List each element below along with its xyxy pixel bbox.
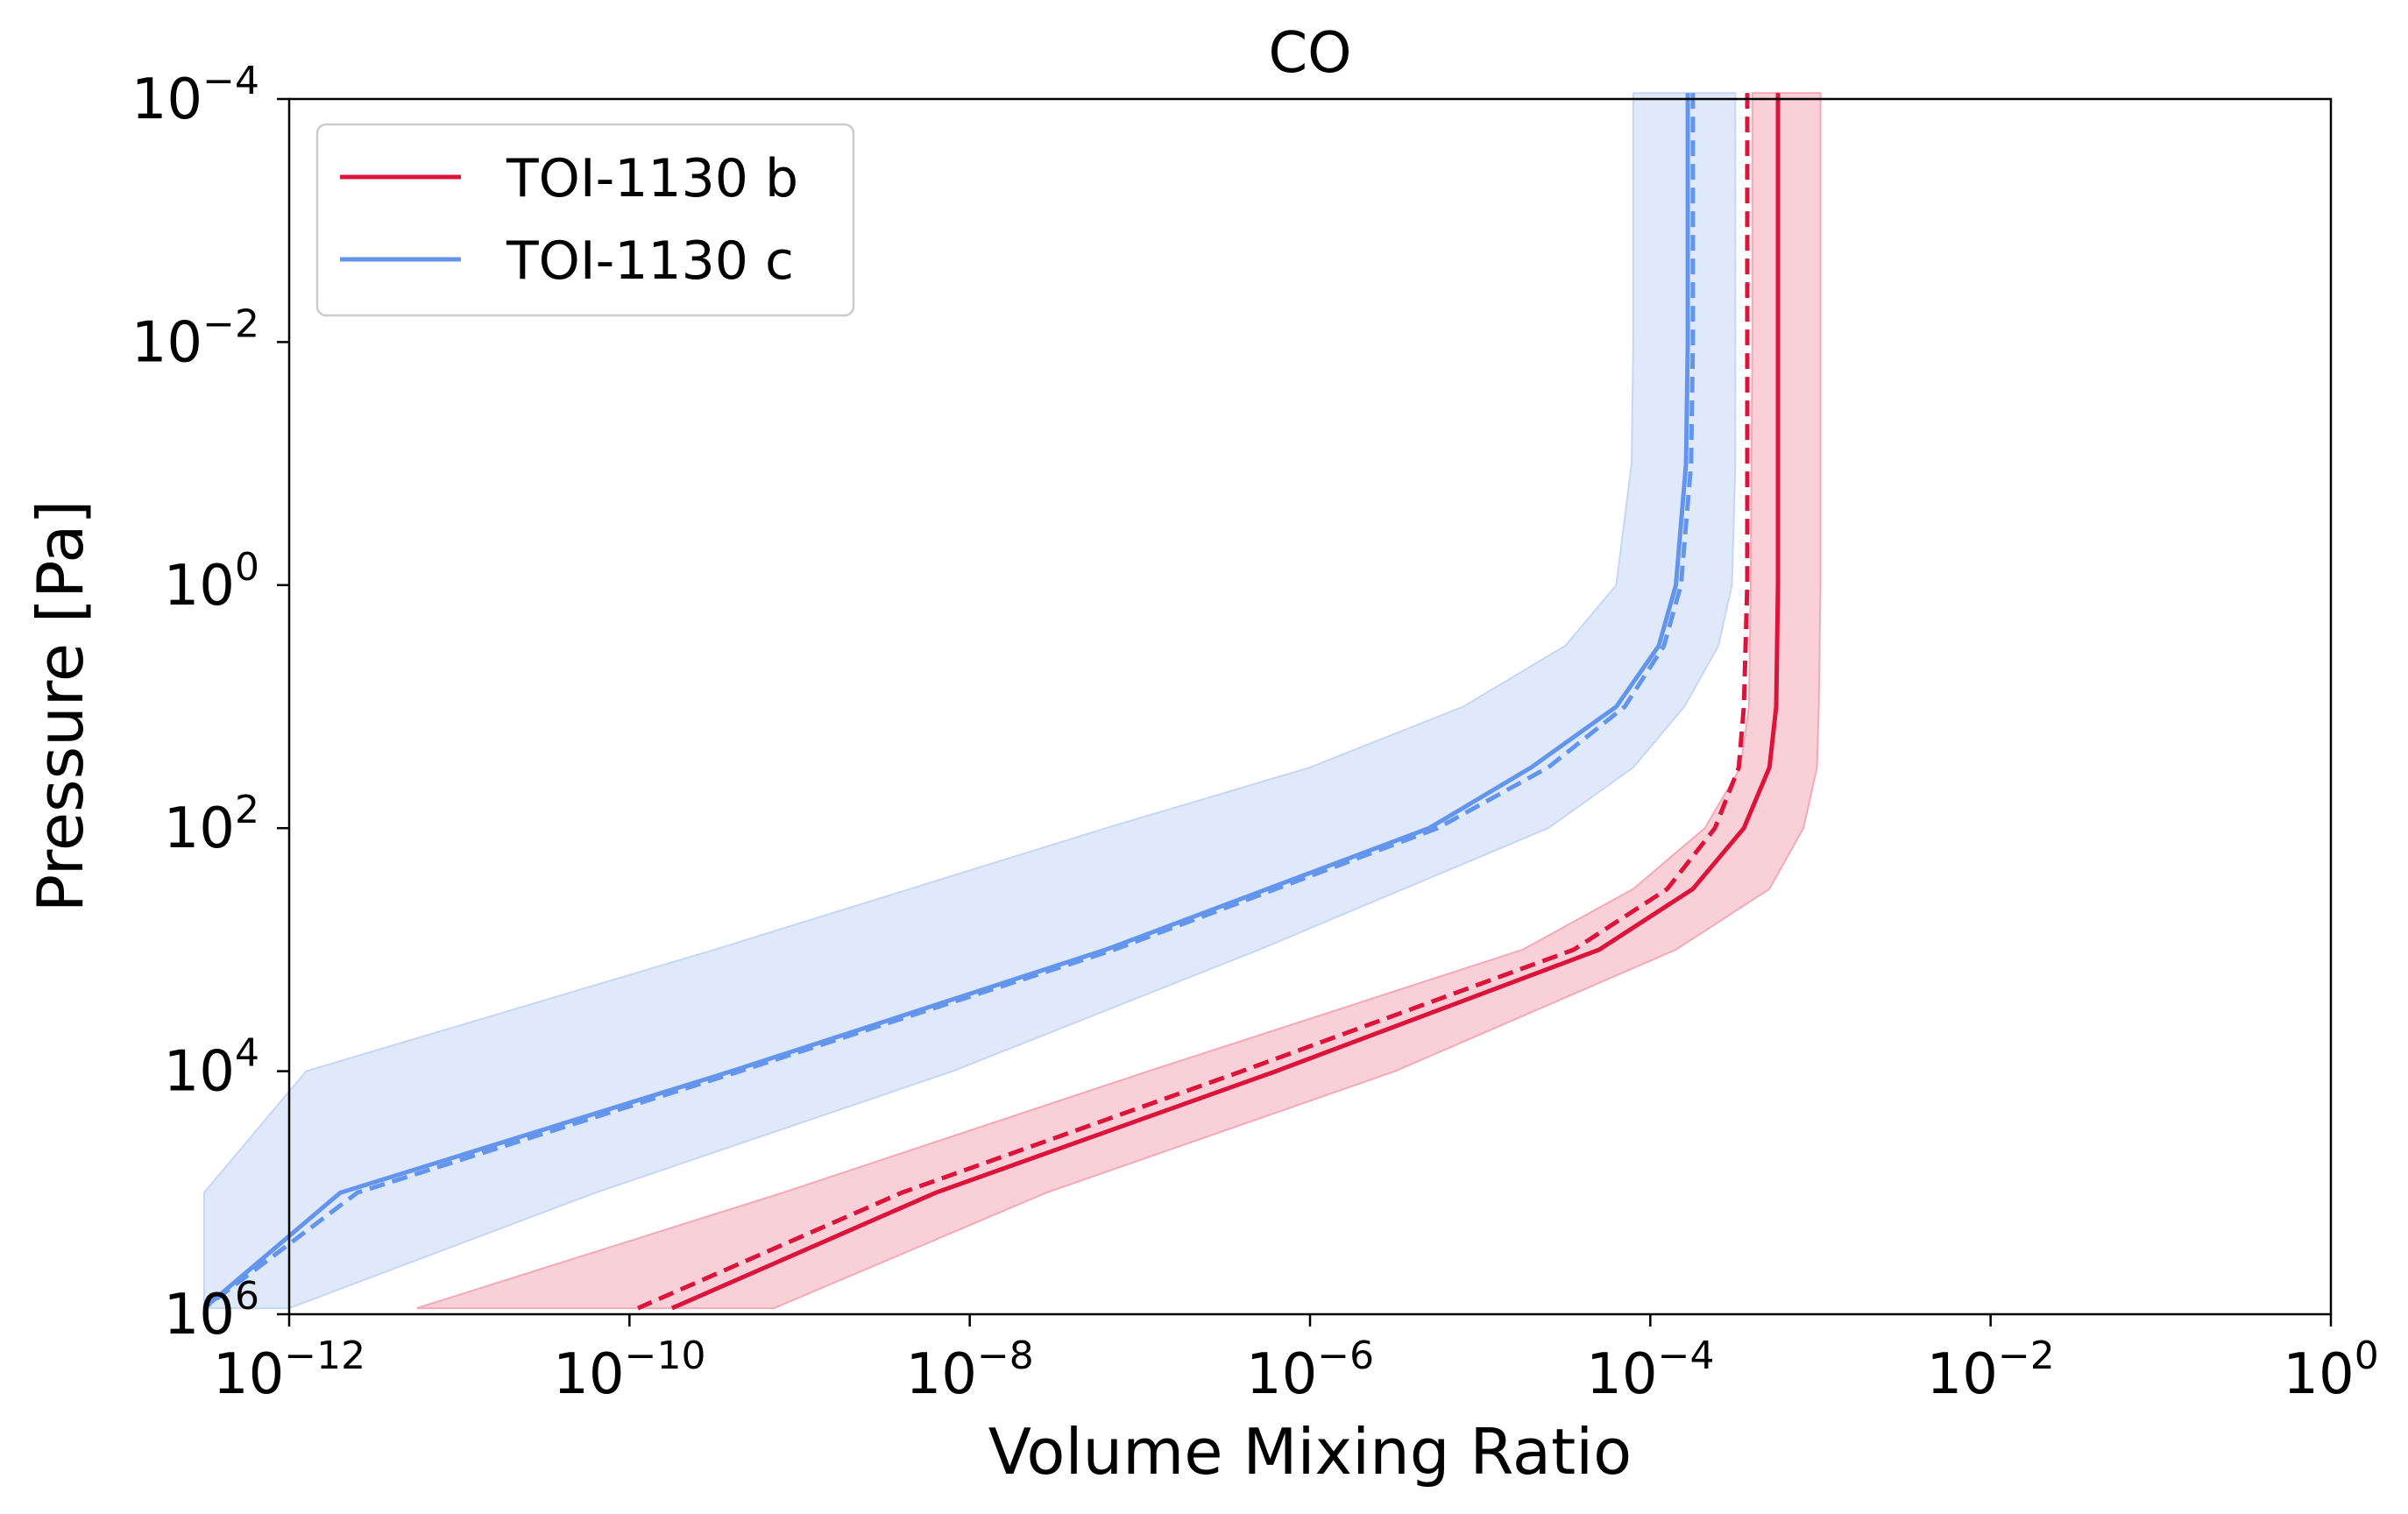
- x-axis-label: Volume Mixing Ratio: [988, 1415, 1632, 1489]
- toi-1130-b-band: [416, 92, 1822, 1310]
- chart-title: CO: [1268, 21, 1351, 86]
- x-tick-label: 10−12: [213, 1334, 365, 1407]
- toi-1130-b-dashed-line: [636, 93, 1750, 1311]
- x-tick-label: 10−4: [1586, 1334, 1714, 1407]
- legend-label-toi-1130-c: TOI-1130 c: [506, 230, 794, 292]
- x-tick-label: 100: [2283, 1334, 2378, 1407]
- y-tick-label: 106: [164, 1274, 259, 1348]
- y-tick-label: 10−4: [131, 59, 259, 132]
- y-tick-label: 104: [164, 1031, 259, 1105]
- legend-label-toi-1130-b: TOI-1130 b: [506, 148, 798, 209]
- profile-lines: [202, 93, 1781, 1311]
- y-tick-label: 10−2: [131, 301, 259, 375]
- x-tick-label: 10−10: [553, 1334, 705, 1407]
- legend-box: [315, 123, 855, 317]
- x-tick-label: 10−8: [906, 1334, 1034, 1407]
- y-tick-label: 100: [164, 545, 259, 619]
- legend: TOI-1130 b TOI-1130 c: [315, 123, 855, 317]
- x-tick-label: 10−6: [1246, 1334, 1374, 1407]
- toi-1130-c-line: [202, 93, 1690, 1311]
- y-axis-ticks: 10−4 10−2 100 102 104 106: [131, 59, 289, 1348]
- x-axis-ticks: 10−12 10−10 10−8 10−6 10−4 10−2 100: [213, 1314, 2379, 1407]
- y-tick-label: 102: [164, 788, 259, 861]
- x-tick-label: 10−2: [1927, 1334, 2055, 1407]
- y-axis-label: Pressure [Pa]: [24, 500, 97, 913]
- toi-1130-c-dashed-line: [202, 93, 1696, 1311]
- toi-1130-b-line: [670, 93, 1781, 1311]
